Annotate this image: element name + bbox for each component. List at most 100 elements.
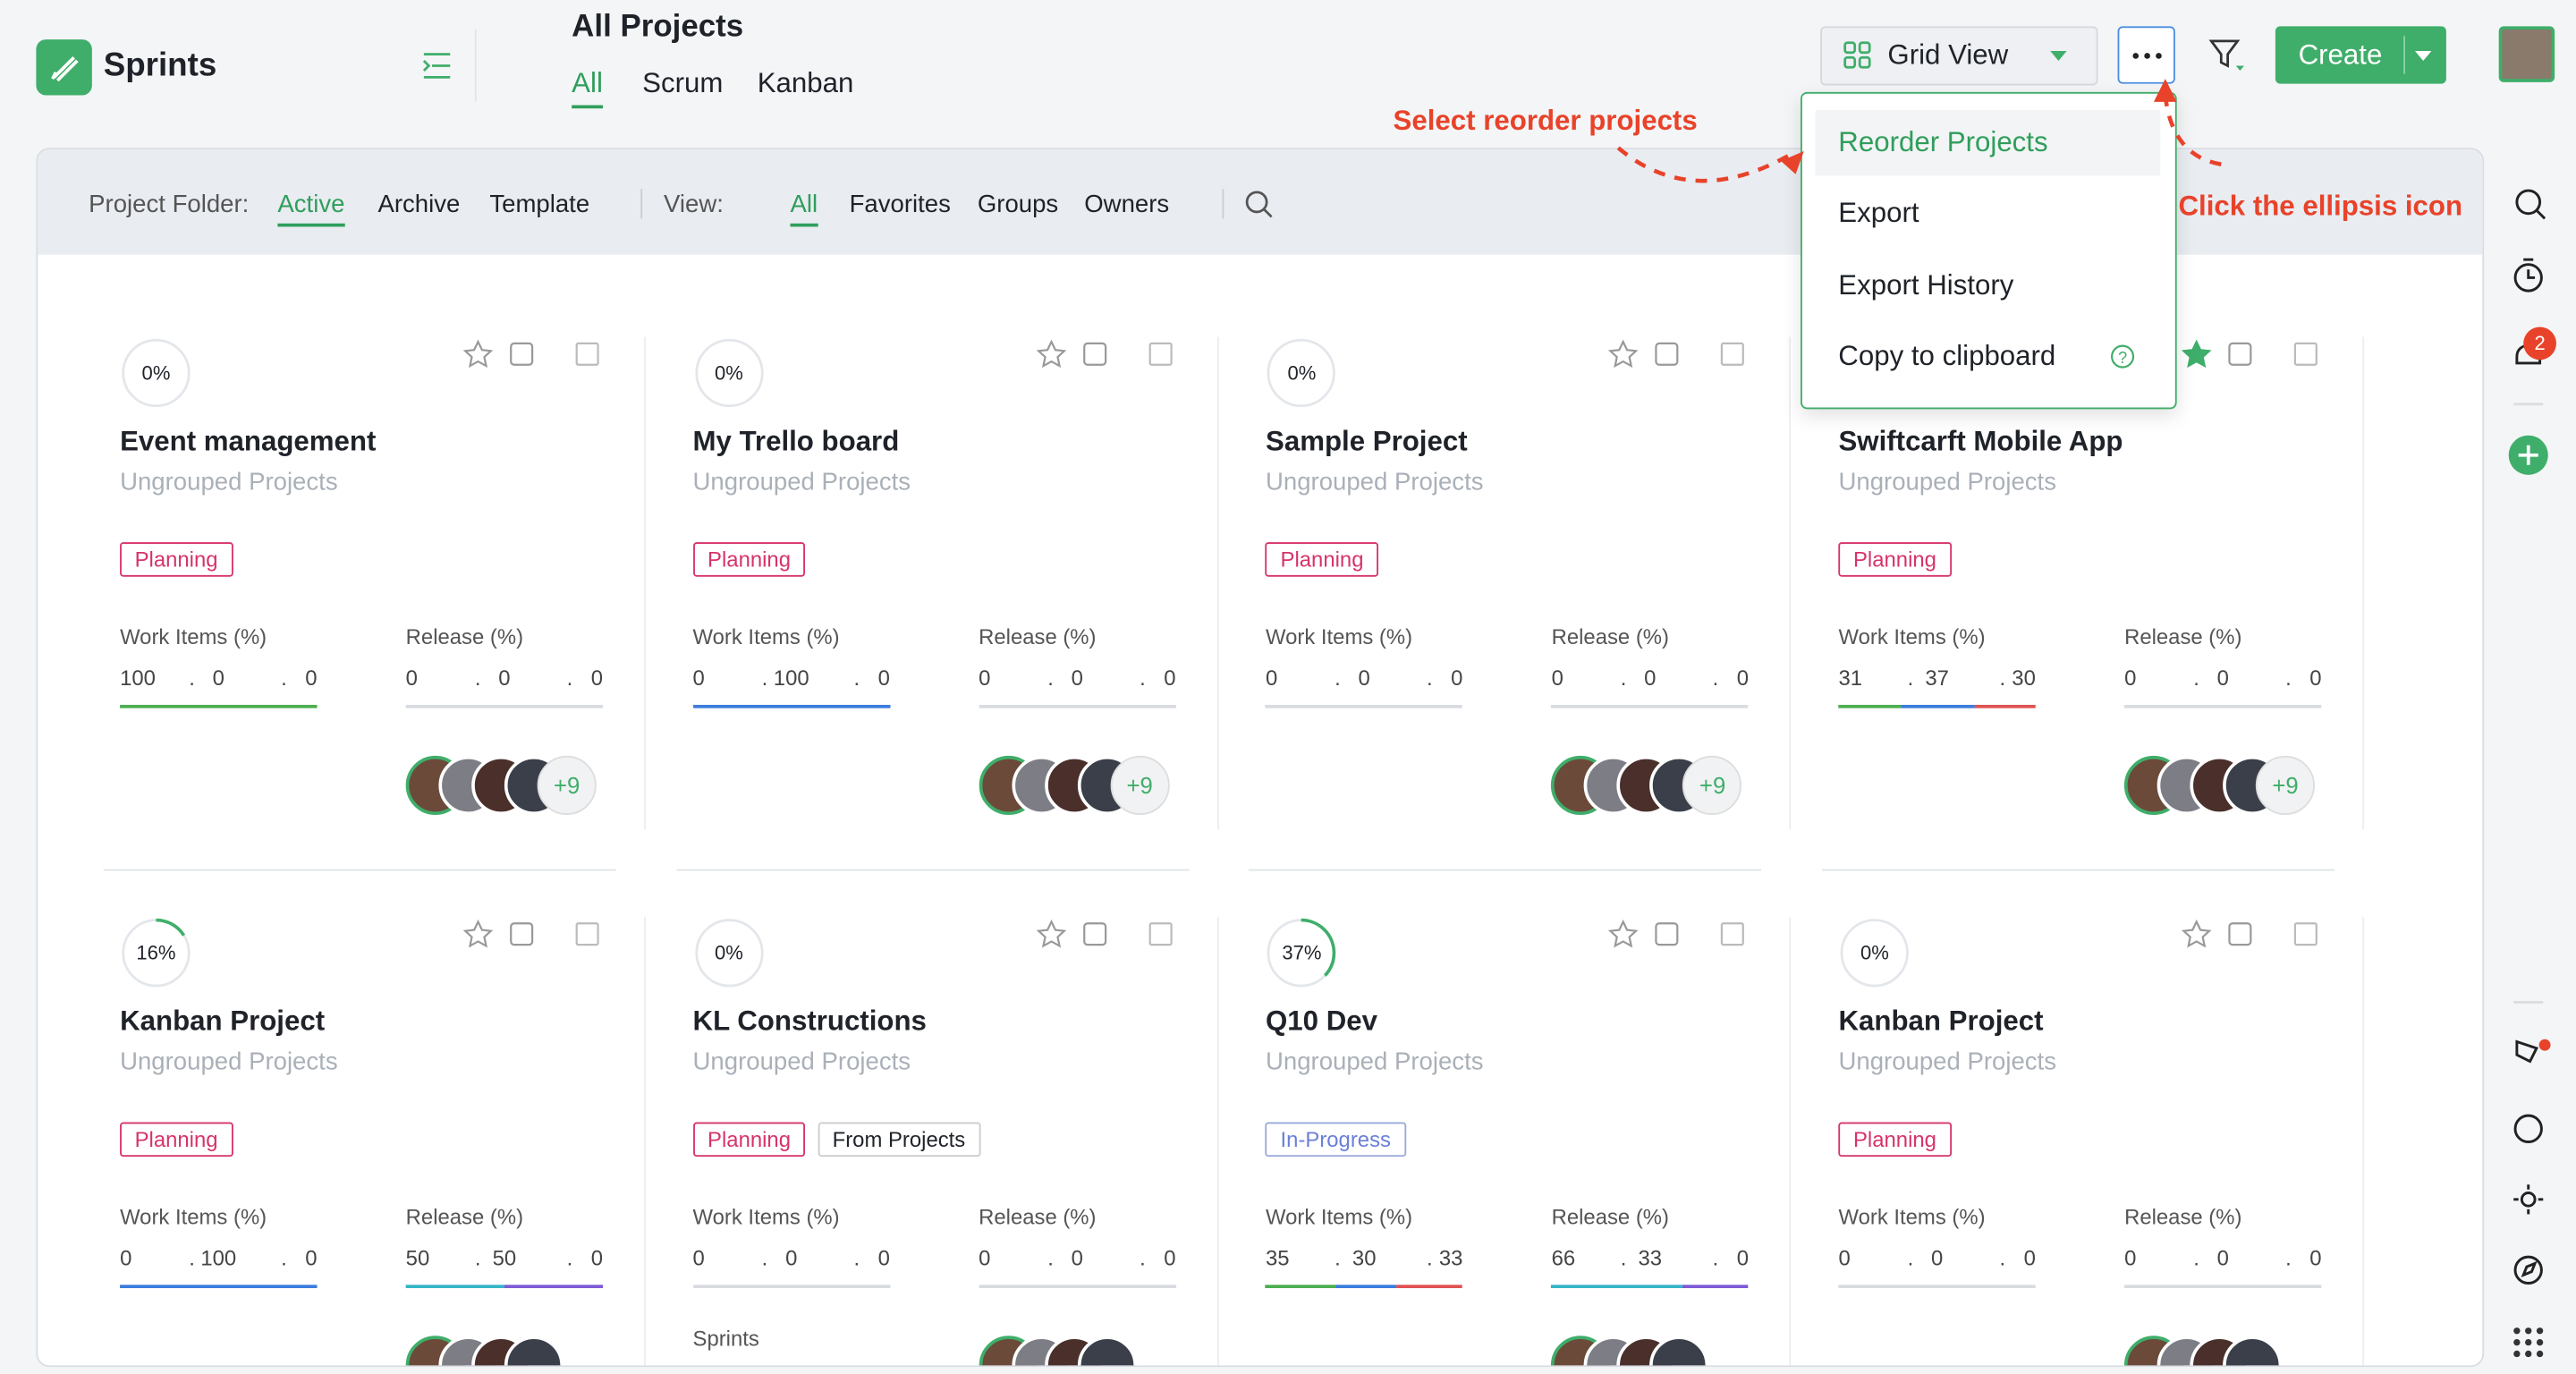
dot: . <box>1999 1245 2006 1270</box>
dot: . <box>853 665 860 691</box>
menu-item[interactable]: Copy to clipboard <box>1838 340 2056 372</box>
metric-value: 0 <box>1736 665 1750 691</box>
dot: . <box>1335 1245 1341 1270</box>
help-icon[interactable]: ? <box>2109 344 2135 369</box>
grid-icon <box>1843 41 1871 69</box>
dot: . <box>2193 665 2199 691</box>
metric-value: 0 <box>2309 665 2322 691</box>
menu-item[interactable]: Reorder Projects <box>1815 110 2161 176</box>
logo[interactable] <box>36 39 92 96</box>
more-members[interactable]: +9 <box>1110 755 1170 816</box>
type-icon[interactable] <box>575 342 599 366</box>
open-icon[interactable] <box>1656 922 1680 946</box>
favorite-star[interactable] <box>1036 919 1066 948</box>
project-name[interactable]: My Trello board <box>692 425 900 457</box>
more-members[interactable]: +9 <box>1682 755 1742 816</box>
dot: . <box>2285 665 2292 691</box>
folder[interactable]: Template <box>489 191 590 219</box>
timer-icon[interactable] <box>2513 263 2543 293</box>
row-divider <box>676 869 1190 871</box>
progress-label: 37% <box>1282 941 1322 965</box>
metric-value: 0 <box>2309 1245 2322 1270</box>
dial-icon[interactable] <box>2513 1114 2543 1144</box>
search-icon[interactable] <box>1243 189 1276 222</box>
project-name[interactable]: Sample Project <box>1266 425 1468 457</box>
project-name[interactable]: Swiftcarft Mobile App <box>1838 425 2123 457</box>
metric-segment <box>120 704 318 708</box>
project-name[interactable]: Kanban Project <box>120 1005 326 1037</box>
folder[interactable]: Active <box>277 191 345 227</box>
view-filter[interactable]: Owners <box>1084 191 1170 219</box>
folder[interactable]: Archive <box>377 191 461 219</box>
menu-item[interactable]: Export <box>1838 197 1919 229</box>
announce-icon[interactable] <box>2515 1039 2538 1064</box>
open-icon[interactable] <box>1082 342 1106 366</box>
more-members[interactable]: +9 <box>2256 755 2316 816</box>
favorite-star[interactable] <box>1608 919 1640 948</box>
type-icon[interactable] <box>575 922 599 946</box>
favorite-star[interactable] <box>1036 339 1066 369</box>
favorite-star[interactable] <box>1608 339 1640 369</box>
favorite-star[interactable] <box>2182 339 2212 369</box>
metric-value: 100 <box>200 1245 237 1270</box>
dot: . <box>1140 1245 1146 1270</box>
metric-value: 33 <box>1438 1245 1463 1270</box>
type-icon[interactable] <box>2293 342 2318 366</box>
project-name[interactable]: Kanban Project <box>1838 1005 2044 1037</box>
open-icon[interactable] <box>510 342 534 366</box>
metric-value: 0 <box>1358 665 1370 691</box>
view-button[interactable]: Grid View <box>1820 26 2098 86</box>
open-icon[interactable] <box>2228 342 2252 366</box>
project-name[interactable]: Q10 Dev <box>1266 1005 1377 1037</box>
metric-value: 0 <box>2216 665 2229 691</box>
view-filter[interactable]: All <box>790 191 818 227</box>
create-button[interactable]: Create <box>2275 26 2446 84</box>
type-icon[interactable] <box>1721 342 1745 366</box>
app-name: Sprints <box>103 47 217 84</box>
type-icon[interactable] <box>1148 342 1173 366</box>
view-filter[interactable]: Groups <box>977 191 1059 219</box>
ellipsis-button[interactable] <box>2117 26 2175 84</box>
project-name[interactable]: Event management <box>120 425 377 457</box>
search-icon[interactable] <box>2515 189 2542 216</box>
status-tag: Planning <box>692 1122 806 1158</box>
annotation: Select reorder projects <box>1393 105 1698 137</box>
sidebar <box>2508 189 2551 1358</box>
card-actions <box>462 919 599 948</box>
type-icon[interactable] <box>1148 922 1173 946</box>
metric-value: 0 <box>785 1245 798 1270</box>
theme-icon[interactable] <box>2520 1192 2537 1208</box>
open-icon[interactable] <box>2228 922 2252 946</box>
metric-segment <box>1682 1285 1750 1289</box>
open-icon[interactable] <box>1082 922 1106 946</box>
view-filter[interactable]: Favorites <box>849 191 951 219</box>
type-icon[interactable] <box>2293 922 2318 946</box>
menu-item[interactable]: Export History <box>1838 269 2014 301</box>
metric-value: 100 <box>773 665 809 691</box>
collapse-icon[interactable] <box>419 49 454 82</box>
user-avatar[interactable] <box>2498 26 2555 82</box>
compass-icon[interactable] <box>2513 1255 2543 1285</box>
open-icon[interactable] <box>1656 342 1680 366</box>
tab[interactable]: All <box>572 67 603 109</box>
favorite-star[interactable] <box>462 339 494 369</box>
apps-icon[interactable] <box>2513 1327 2544 1358</box>
open-icon[interactable] <box>510 922 534 946</box>
type-icon[interactable] <box>1721 922 1745 946</box>
project-name[interactable]: KL Constructions <box>692 1005 927 1037</box>
favorite-star[interactable] <box>2182 919 2212 948</box>
metric-value: 0 <box>1838 1245 1851 1270</box>
metric-value: 0 <box>1736 1245 1750 1270</box>
more-members[interactable]: +9 <box>537 755 597 816</box>
tab[interactable]: Kanban <box>757 67 854 99</box>
favorite-star[interactable] <box>462 919 494 948</box>
filter-icon[interactable] <box>2208 36 2248 75</box>
view-label: Grid View <box>1887 39 2009 71</box>
progress-label: 0% <box>1287 361 1317 385</box>
metric-segment <box>120 1285 318 1289</box>
tab[interactable]: Scrum <box>642 67 724 99</box>
separator <box>640 189 643 219</box>
dot: . <box>1999 665 2006 691</box>
source-tag: From Projects <box>818 1122 980 1158</box>
row-divider <box>103 869 616 871</box>
